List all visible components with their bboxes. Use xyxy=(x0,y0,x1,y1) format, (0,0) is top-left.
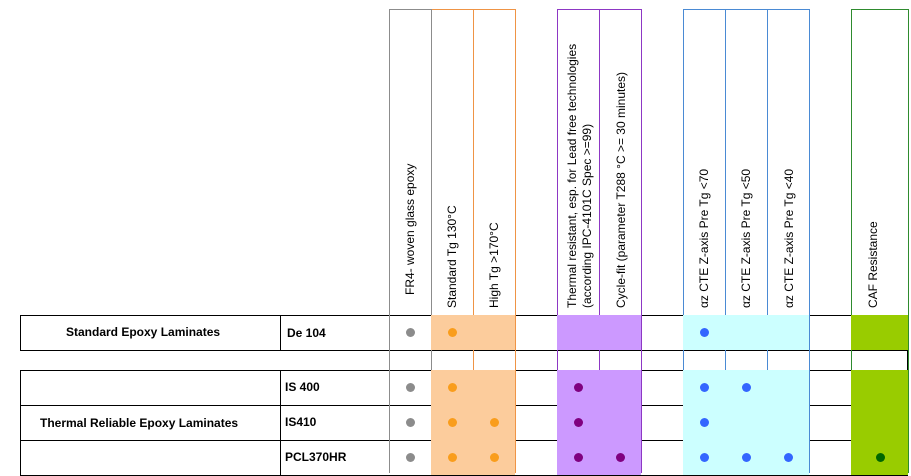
property-dot xyxy=(448,453,457,462)
column-border xyxy=(809,9,810,473)
property-dot xyxy=(784,453,793,462)
column-border xyxy=(725,9,726,473)
property-dot xyxy=(700,328,709,337)
cell-fill xyxy=(557,315,599,350)
grid-line xyxy=(20,370,21,476)
property-dot xyxy=(448,418,457,427)
cell-fill xyxy=(851,315,908,350)
column-border xyxy=(599,9,600,473)
column-border xyxy=(851,9,852,473)
property-dot xyxy=(490,418,499,427)
property-dot xyxy=(700,418,709,427)
property-dot xyxy=(448,328,457,337)
column-border xyxy=(389,9,390,473)
column-border xyxy=(767,9,768,473)
property-dot xyxy=(742,453,751,462)
column-border xyxy=(515,9,516,473)
property-dot xyxy=(490,453,499,462)
cell-fill xyxy=(725,315,767,350)
cell-fill xyxy=(851,405,908,440)
property-dot xyxy=(406,418,415,427)
header-high-tg: High Tg >170°C xyxy=(487,222,501,308)
grid-line xyxy=(20,350,908,351)
header-cte-70: αz CTE Z-axis Pre Tg <70 xyxy=(697,168,711,308)
column-border xyxy=(473,9,474,473)
header-fr4: FR4- woven glass epoxy xyxy=(403,163,417,295)
column-border xyxy=(641,9,642,473)
grid-line xyxy=(20,315,21,350)
cell-fill xyxy=(767,315,809,350)
cell-fill xyxy=(767,405,809,440)
cell-fill xyxy=(851,370,908,405)
property-dot xyxy=(406,383,415,392)
row-label-de104: De 104 xyxy=(287,326,326,340)
column-group-top xyxy=(851,9,909,10)
cell-fill xyxy=(599,405,641,440)
property-dot xyxy=(700,453,709,462)
cell-fill xyxy=(473,315,515,350)
row-label-pcl370hr: PCL370HR xyxy=(285,450,347,464)
header-thermal-resistant: Thermal resistant, esp. for Lead free te… xyxy=(565,43,579,308)
row-label-is410: IS410 xyxy=(285,415,317,429)
property-dot xyxy=(700,383,709,392)
cell-fill xyxy=(599,370,641,405)
property-dot xyxy=(574,453,583,462)
header-standard-tg: Standard Tg 130°C xyxy=(445,205,459,308)
property-dot xyxy=(406,453,415,462)
property-dot xyxy=(406,328,415,337)
column-group-top xyxy=(683,9,810,10)
group-label-thermal-reliable: Thermal Reliable Epoxy Laminates xyxy=(40,416,239,430)
cell-fill xyxy=(599,315,641,350)
cell-fill xyxy=(725,405,767,440)
column-border xyxy=(683,9,684,473)
header-cte-40: αz CTE Z-axis Pre Tg <40 xyxy=(782,168,796,308)
header-cte-50: αz CTE Z-axis Pre Tg <50 xyxy=(739,168,753,308)
property-dot xyxy=(448,383,457,392)
property-dot xyxy=(876,453,885,462)
row-label-is400: IS 400 xyxy=(285,380,320,394)
grid-line xyxy=(280,315,281,350)
cell-fill xyxy=(473,370,515,405)
property-dot xyxy=(742,383,751,392)
header-cycle-fit: Cycle-fit (parameter T288 °C >= 30 minut… xyxy=(614,71,628,308)
grid-line xyxy=(280,370,281,476)
header-caf: CAF Resistance xyxy=(866,221,880,308)
property-dot xyxy=(574,383,583,392)
column-border xyxy=(431,9,432,473)
property-dot xyxy=(574,418,583,427)
group-label-standard-epoxy: Standard Epoxy Laminates xyxy=(66,325,221,339)
cell-fill xyxy=(767,370,809,405)
property-dot xyxy=(616,453,625,462)
header-thermal-resistant-spec: (according IPC-4101C Spec >=99) xyxy=(580,123,594,308)
column-border xyxy=(557,9,558,473)
column-group-top xyxy=(389,9,432,10)
column-border xyxy=(908,9,909,473)
